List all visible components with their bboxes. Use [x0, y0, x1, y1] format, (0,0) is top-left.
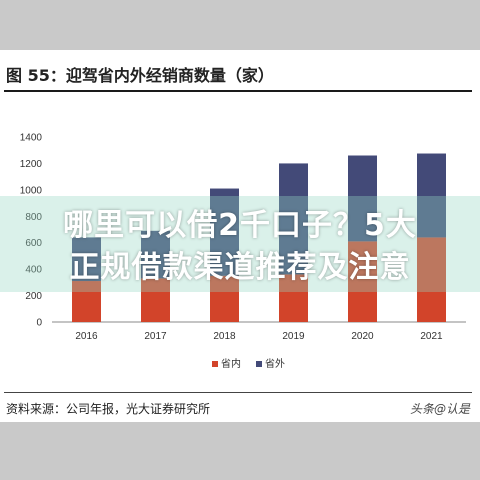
legend-swatch: [212, 361, 218, 367]
bar-foreign-2018: [210, 188, 239, 276]
x-tick-label: 2018: [213, 331, 236, 342]
y-axis-ticks: 0 200 400 600 800 1000 1200 1400: [20, 133, 43, 329]
legend: 省内 省外: [212, 357, 285, 370]
overlay-headline-line-1: 哪里可以借2千口子？5大: [63, 208, 417, 243]
x-tick-label: 2019: [282, 331, 305, 342]
y-tick-label: 200: [25, 291, 42, 302]
bar-domestic-2017: [141, 278, 170, 322]
x-tick-label: 2020: [351, 331, 374, 342]
bar-domestic-2019: [279, 274, 308, 322]
bar-domestic-2021: [417, 237, 446, 322]
figure-title: 图 55：迎驾省内外经销商数量（家）: [6, 66, 274, 85]
legend-swatch: [256, 361, 262, 367]
y-tick-label: 1200: [20, 159, 43, 170]
y-tick-label: 800: [25, 212, 42, 223]
source-rule: [4, 392, 472, 393]
y-tick-label: 600: [25, 238, 42, 249]
x-tick-label: 2021: [420, 331, 443, 342]
title-rule: [4, 90, 472, 92]
bar-foreign-2016: [72, 237, 101, 282]
y-tick-label: 1400: [20, 133, 43, 144]
figure-card: [0, 50, 480, 422]
watermark-text: 头条@认是: [409, 402, 470, 416]
bar-foreign-2019: [279, 163, 308, 275]
bar-foreign-2017: [141, 230, 170, 279]
bar-domestic-2020: [348, 241, 377, 322]
bar-foreign-2021: [417, 153, 446, 238]
y-tick-label: 1000: [20, 185, 43, 196]
bar-group: [72, 153, 446, 322]
bar-domestic-2016: [72, 281, 101, 322]
x-axis-ticks: 2016 2017 2018 2019 2020 2021: [52, 321, 466, 342]
overlay-headline-line-2: 正规借款渠道推荐及注意: [69, 250, 411, 285]
legend-label: 省内: [221, 357, 241, 370]
y-tick-label: 0: [36, 318, 42, 329]
bar-foreign-2020: [348, 155, 377, 242]
y-tick-label: 400: [25, 265, 42, 276]
x-tick-label: 2016: [75, 331, 98, 342]
overlay-band: 哪里可以借2千口子？5大 正规借款渠道推荐及注意: [0, 196, 480, 292]
legend-label: 省外: [265, 357, 285, 370]
source-note: 资料来源：公司年报，光大证券研究所: [6, 402, 211, 416]
x-tick-label: 2017: [144, 331, 167, 342]
bar-domestic-2018: [210, 275, 239, 322]
